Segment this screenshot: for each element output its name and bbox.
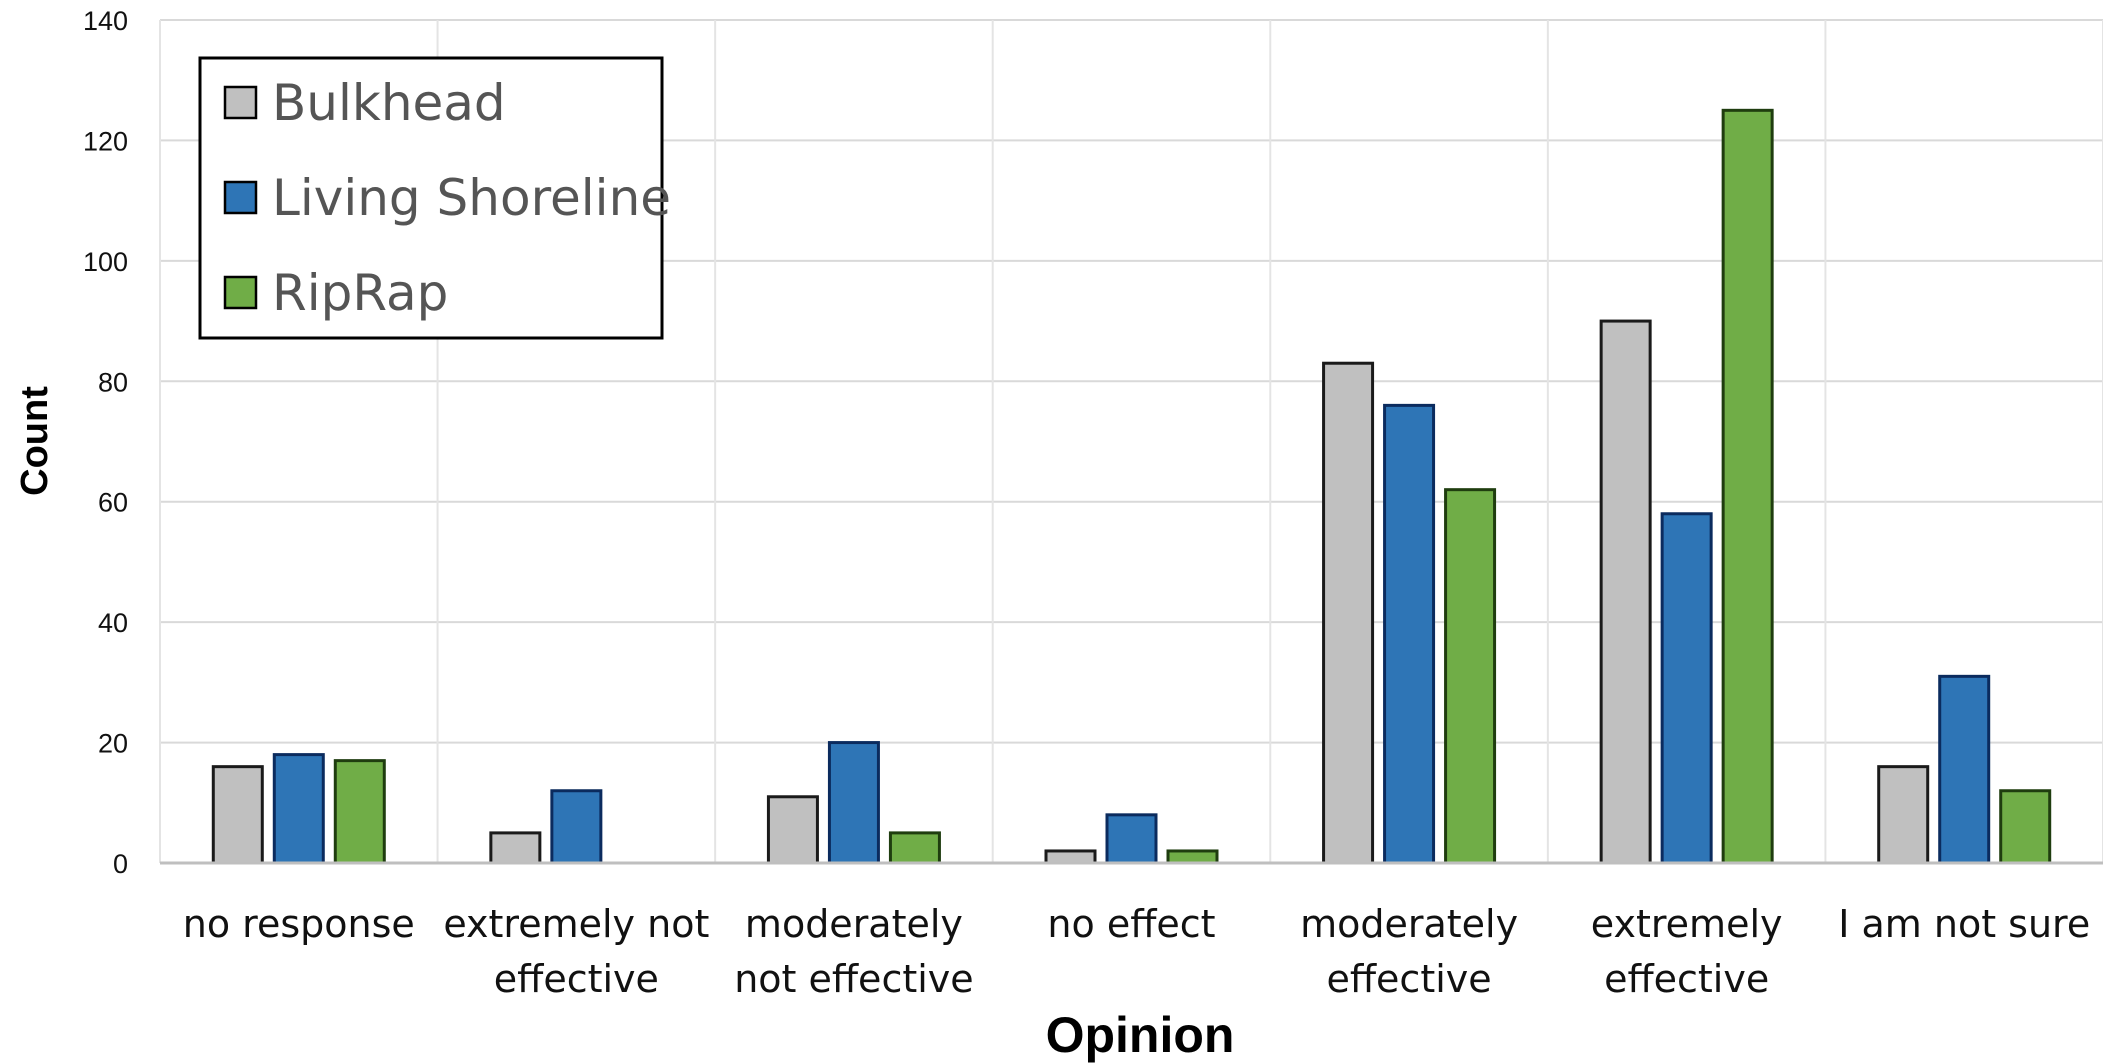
x-axis-title: Opinion bbox=[1046, 1007, 1235, 1063]
x-tick-label: effective bbox=[1604, 957, 1769, 1001]
x-tick-label: extremely not bbox=[443, 902, 709, 946]
bar-bulkhead bbox=[1599, 319, 1652, 865]
legend-swatch bbox=[223, 85, 258, 120]
bar-living-shoreline bbox=[1105, 813, 1158, 865]
bar-bulkhead bbox=[1044, 849, 1097, 865]
x-tick-label: I am not sure bbox=[1838, 902, 2090, 946]
legend-box bbox=[198, 56, 664, 340]
bar-living-shoreline bbox=[272, 753, 325, 865]
legend-swatch bbox=[223, 180, 258, 215]
y-tick-label: 120 bbox=[83, 126, 128, 156]
y-tick-label: 40 bbox=[98, 608, 128, 638]
bar-bulkhead bbox=[1877, 765, 1930, 865]
x-tick-label: not effective bbox=[734, 957, 973, 1001]
bar-bulkhead bbox=[1322, 361, 1375, 865]
y-axis-title: Count bbox=[14, 386, 56, 496]
legend: Bulkhead Living Shoreline RipRap bbox=[198, 56, 671, 340]
bar-riprap bbox=[1166, 849, 1219, 865]
x-tick-label: no effect bbox=[1047, 902, 1215, 946]
bar-riprap bbox=[1721, 108, 1774, 865]
legend-label: Living Shoreline bbox=[272, 169, 671, 227]
x-tick-label: effective bbox=[1326, 957, 1491, 1001]
legend-label: RipRap bbox=[272, 264, 448, 322]
bar-riprap bbox=[888, 831, 941, 865]
bar-bulkhead bbox=[211, 765, 264, 865]
bar-living-shoreline bbox=[1383, 403, 1436, 865]
bar-bulkhead bbox=[766, 795, 819, 865]
legend-swatch bbox=[223, 275, 258, 310]
x-tick-label: no response bbox=[183, 902, 415, 946]
bar-riprap bbox=[1999, 789, 2052, 865]
y-tick-label: 100 bbox=[83, 247, 128, 277]
y-tick-label: 80 bbox=[98, 367, 128, 397]
y-tick-label: 140 bbox=[83, 6, 128, 36]
bar-living-shoreline bbox=[827, 741, 880, 865]
legend-label: Bulkhead bbox=[272, 74, 506, 132]
bars bbox=[211, 108, 2052, 865]
x-tick-label: moderately bbox=[1300, 902, 1518, 946]
x-tick-label: moderately bbox=[745, 902, 963, 946]
bar-living-shoreline bbox=[1938, 674, 1991, 865]
y-tick-label: 60 bbox=[98, 488, 128, 518]
bar-bulkhead bbox=[489, 831, 542, 865]
x-tick-label: effective bbox=[494, 957, 659, 1001]
y-tick-label: 20 bbox=[98, 729, 128, 759]
labels: 0 20 40 60 80 100 120 140 no response extremely n… bbox=[83, 6, 2090, 1001]
x-tick-label: extremely bbox=[1591, 902, 1783, 946]
bar-living-shoreline bbox=[1660, 512, 1713, 865]
bar-riprap bbox=[333, 759, 386, 865]
bar-riprap bbox=[1444, 488, 1497, 865]
y-tick-label: 0 bbox=[113, 849, 128, 879]
bar-living-shoreline bbox=[550, 789, 603, 865]
